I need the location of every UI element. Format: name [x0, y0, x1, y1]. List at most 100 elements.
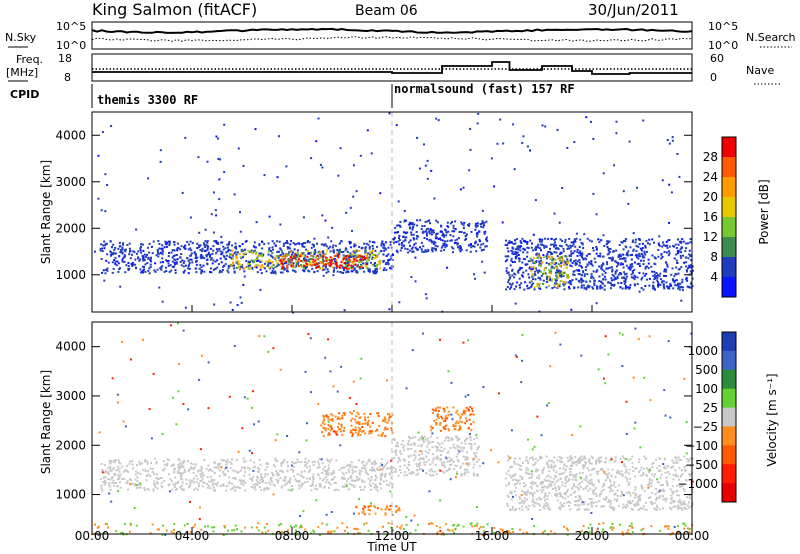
power-cell [678, 288, 681, 291]
velocity-cell [272, 483, 275, 486]
power-cell [659, 278, 662, 281]
power-cell [104, 243, 107, 246]
velocity-cell [625, 468, 628, 471]
velocity-cell [608, 479, 611, 482]
velocity-cell [343, 413, 346, 416]
power-cell [614, 270, 617, 273]
power-scatter [410, 276, 413, 279]
velocity-cell [109, 488, 112, 491]
velocity-cell [634, 494, 637, 497]
power-scatter [469, 148, 472, 151]
velocity-cell [659, 508, 662, 511]
velocity-cell [173, 463, 175, 466]
power-cell [173, 261, 176, 264]
power-cell [200, 257, 203, 260]
velocity-cell [382, 466, 385, 469]
power-cell [677, 284, 680, 287]
velocity-cell [237, 486, 240, 489]
power-cell [343, 266, 346, 269]
power-cell [175, 261, 178, 264]
power-cell [411, 246, 414, 249]
power-cell [621, 241, 624, 244]
power-cell [210, 258, 212, 261]
power-cell [168, 242, 171, 245]
velocity-cell [298, 487, 301, 490]
power-cell [511, 268, 514, 271]
power-cell [601, 286, 604, 289]
velocity-cell [118, 467, 121, 470]
velocity-cell [361, 479, 363, 482]
power-cell [322, 255, 325, 258]
velocity-cell [437, 442, 440, 444]
power-cell [504, 260, 507, 263]
power-cell [127, 268, 130, 271]
power-cell [611, 256, 614, 259]
velocity-cell [291, 469, 294, 471]
power-cell [106, 253, 109, 256]
power-cell [689, 264, 692, 267]
velocity-cell [595, 461, 598, 464]
velocity-cell [338, 417, 341, 420]
power-cell [585, 266, 588, 269]
power-cell [302, 258, 305, 260]
velocity-cell [464, 439, 466, 442]
power-cell [379, 267, 381, 270]
velocity-cell [661, 495, 664, 498]
power-cell [586, 273, 589, 276]
power-cell [527, 273, 530, 276]
velocity-cell [588, 458, 591, 461]
velocity-cell [166, 458, 169, 461]
power-cell [522, 271, 525, 274]
velocity-cell [549, 508, 552, 511]
velocity-cell [426, 445, 429, 448]
power-cell [235, 245, 237, 248]
velocity-cell [279, 469, 282, 472]
velocity-cell [589, 462, 592, 465]
velocity-cell [687, 506, 690, 509]
velocity-cell [307, 459, 310, 462]
power-cell [216, 259, 219, 262]
velocity-cell [592, 501, 595, 504]
velocity-cell [549, 483, 552, 486]
velocity-cell [328, 481, 331, 484]
power-cell [340, 271, 343, 274]
power-cell [218, 271, 221, 274]
power-cell [662, 284, 665, 287]
power-cell [295, 260, 298, 263]
velocity-cell [537, 469, 540, 472]
power-cell [680, 251, 683, 254]
velocity-cell [300, 461, 303, 464]
velocity-cell [271, 472, 274, 474]
power-cell [109, 250, 112, 253]
velocity-cell [679, 475, 682, 478]
velocity-cell [102, 481, 105, 483]
velocity-cell [514, 494, 517, 497]
velocity-cell [583, 501, 586, 503]
velocity-cell [678, 467, 681, 469]
power-cell [531, 268, 534, 271]
power-cell [230, 264, 233, 267]
power-cell [134, 258, 137, 261]
velocity-cell [264, 468, 267, 471]
power-cell [581, 257, 584, 260]
power-cell [317, 266, 320, 268]
power-cell [439, 237, 442, 240]
power-cell [577, 273, 580, 275]
power-cell [314, 251, 317, 254]
velocity-cell [375, 412, 378, 415]
velocity-cell [558, 486, 561, 489]
velocity-cell [470, 445, 473, 448]
power-cell [562, 247, 565, 250]
velocity-cell [510, 476, 512, 479]
velocity-cell [547, 506, 550, 509]
velocity-cell [459, 465, 462, 468]
velocity-cell [175, 482, 177, 485]
power-cell [660, 257, 663, 260]
velocity-cell [371, 421, 374, 424]
velocity-cell [287, 480, 290, 483]
velocity-cell [375, 485, 378, 488]
power-scatter [424, 293, 427, 296]
power-cell [537, 276, 540, 279]
power-cell [121, 252, 124, 255]
velocity-cell [410, 454, 413, 457]
